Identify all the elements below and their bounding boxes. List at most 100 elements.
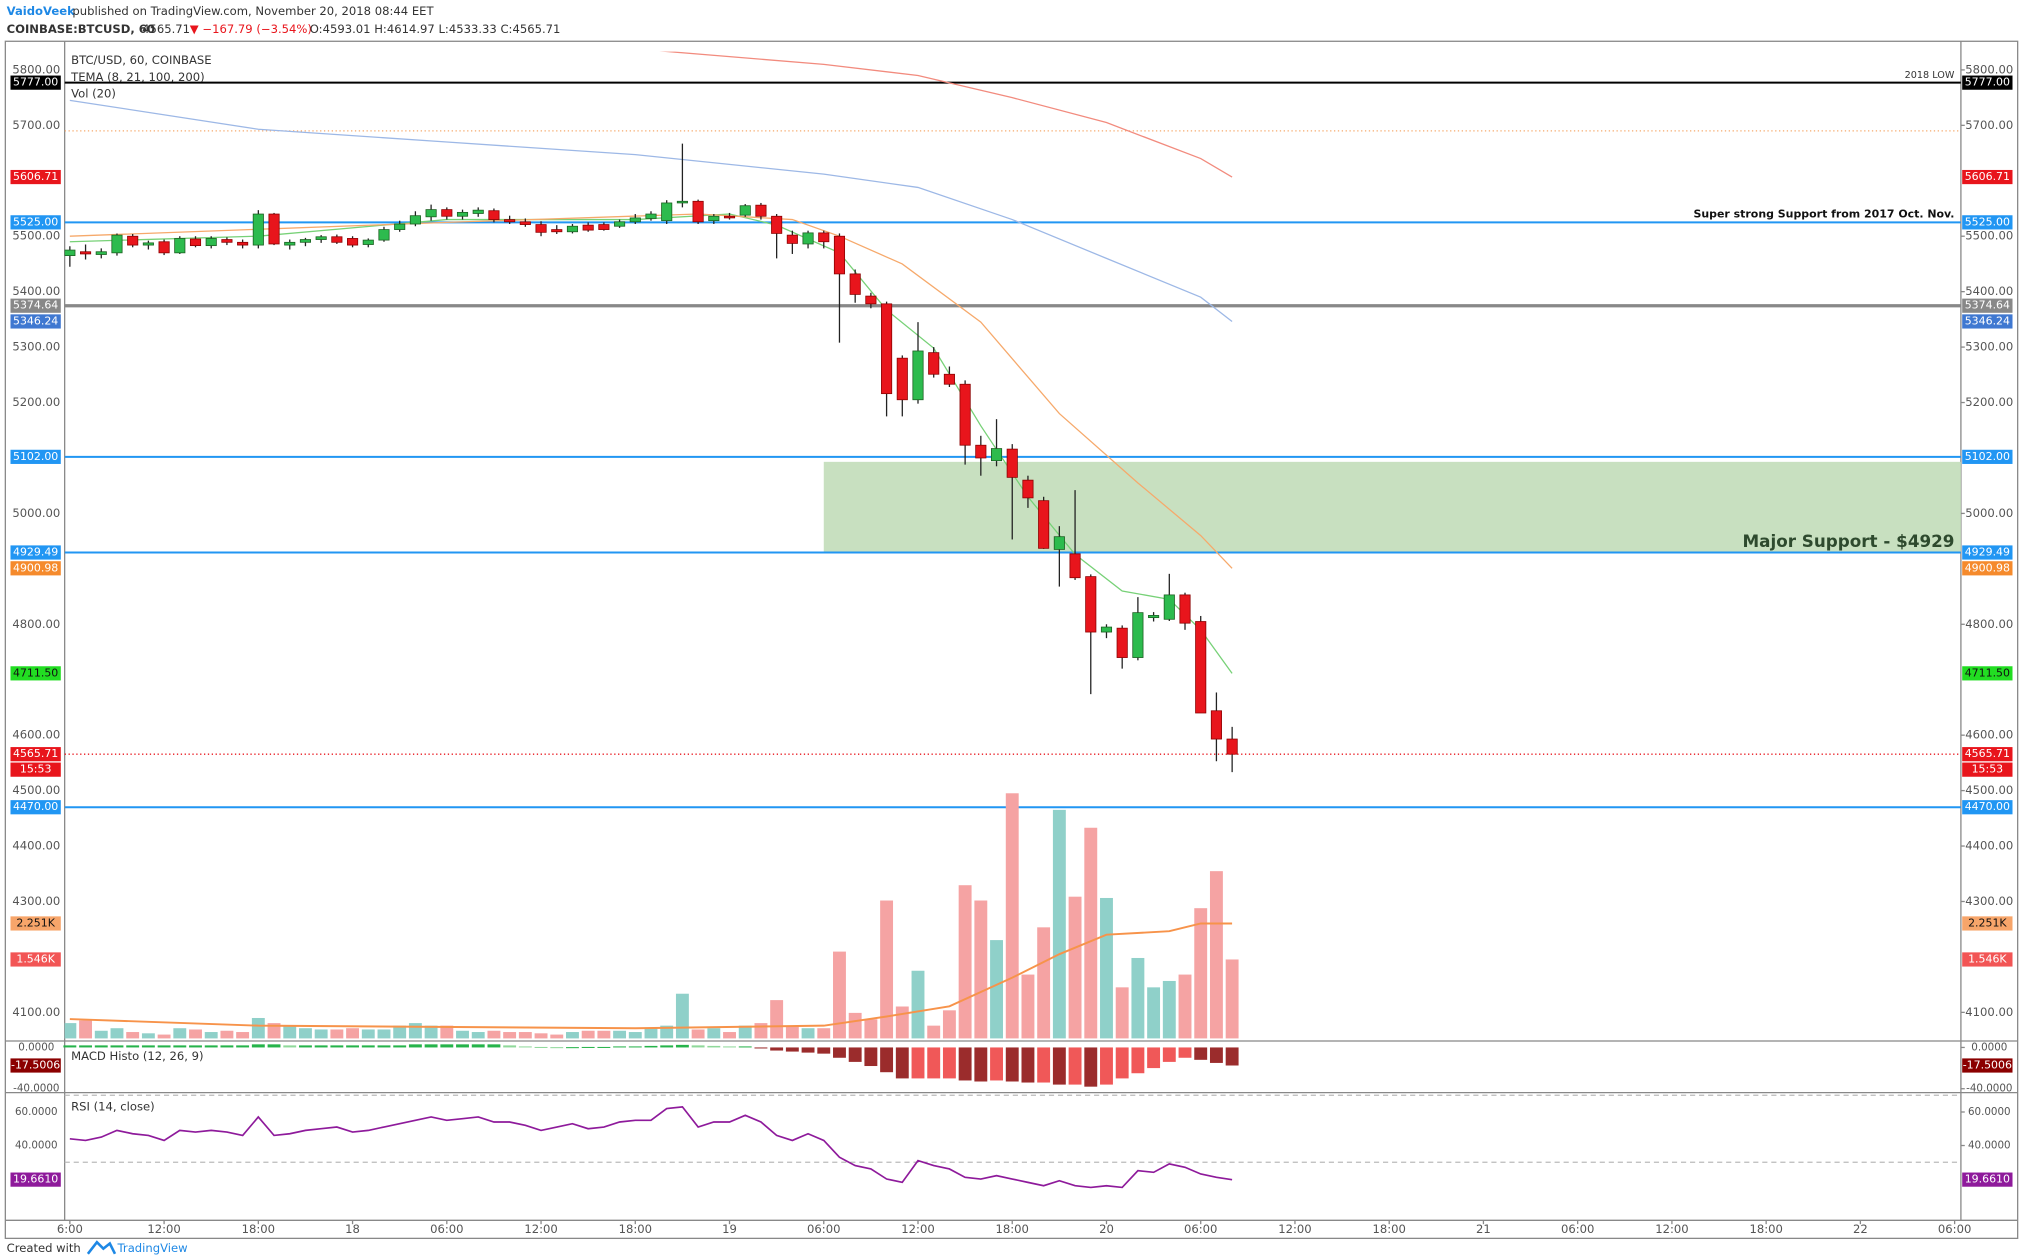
price-tag-right <box>1962 952 2013 967</box>
macd-bar <box>927 1047 941 1079</box>
y-tick-label: 5200.00 <box>1965 395 2013 409</box>
candle-body <box>111 234 123 254</box>
volume-bar <box>1194 908 1208 1039</box>
macd-bar <box>299 1045 312 1048</box>
rsi-tick-label: 60.0000 <box>15 1106 58 1118</box>
volume-bar <box>361 1029 375 1039</box>
volume-bar <box>1021 974 1035 1039</box>
macd-bar <box>566 1047 579 1049</box>
candle-body <box>504 219 516 223</box>
candle-body <box>64 249 76 257</box>
volume-bar <box>1115 987 1129 1039</box>
price-tag-left <box>10 215 61 230</box>
y-tick-label: 4600.00 <box>1965 728 2013 742</box>
price-tag-left <box>10 449 61 464</box>
macd-bar <box>503 1045 517 1048</box>
volume-bar <box>723 1032 736 1039</box>
candle-body <box>1210 710 1222 740</box>
price-tag-right <box>1962 666 2013 681</box>
price-tag-label: 5346.24 <box>1965 314 2010 327</box>
candle-body <box>896 357 908 401</box>
price-tag-label: 2.251K <box>16 916 55 929</box>
rsi-tick-label: 60.0000 <box>1968 1106 2011 1118</box>
price-tag-label: 5374.64 <box>13 299 58 312</box>
volume-bar <box>79 1020 93 1039</box>
macd-bar <box>754 1047 768 1049</box>
volume-bar <box>770 1000 784 1039</box>
candle-body <box>661 202 673 222</box>
x-tick-label: 06:00 <box>1561 1222 1594 1236</box>
candle-body <box>990 448 1003 462</box>
candle-body <box>127 235 139 246</box>
volume-bar <box>330 1029 344 1039</box>
macd-bar <box>1037 1047 1051 1083</box>
price-tag-left <box>10 666 61 681</box>
macd-bar <box>330 1045 344 1048</box>
price-tag-left <box>10 169 61 185</box>
candle-body <box>299 239 311 243</box>
y-tick-label: 4300.00 <box>1965 894 2013 908</box>
price-tag-right <box>1962 215 2013 230</box>
volume-bar <box>1178 974 1192 1039</box>
volume-bar <box>141 1033 155 1039</box>
macd-bar <box>424 1044 438 1048</box>
price-tag-left <box>10 762 61 777</box>
macd-bar <box>1131 1047 1145 1074</box>
price-tag-right <box>1962 762 2013 777</box>
volume-bar <box>236 1032 250 1039</box>
candle-body <box>943 373 955 385</box>
candle-body <box>676 200 688 204</box>
y-tick-label: 5400.00 <box>1965 284 2013 298</box>
candle-body <box>1053 536 1065 550</box>
price-tag-right <box>1962 298 2013 313</box>
volume-bar <box>346 1028 360 1039</box>
macd-bar <box>79 1045 93 1048</box>
macd-bar <box>377 1045 391 1048</box>
price-tag-label: 4900.98 <box>1965 561 2010 574</box>
macd-bar <box>1178 1047 1192 1058</box>
volume-bar <box>691 1029 705 1039</box>
price-tag-label: 15:53 <box>1972 763 2004 776</box>
footer-brand[interactable]: TradingView <box>117 1241 188 1255</box>
volume-bar <box>566 1032 579 1039</box>
volume-bar <box>1037 927 1051 1039</box>
annotation: Major Support - $4929 <box>1743 531 1955 551</box>
volume-bar <box>424 1025 438 1039</box>
macd-bar <box>613 1046 627 1048</box>
candle-body <box>1179 594 1191 624</box>
rsi-tick-label: 40.0000 <box>15 1140 58 1152</box>
price-tag-left <box>10 916 61 931</box>
volume-bar <box>942 1010 956 1039</box>
macd-bar <box>550 1047 564 1049</box>
macd-bar <box>63 1045 77 1048</box>
candle-body <box>629 217 641 223</box>
macd-bar <box>723 1046 736 1048</box>
price-tag-label: 4900.98 <box>13 561 58 574</box>
candle-body <box>409 215 421 225</box>
y-tick-label: 5500.00 <box>1965 229 2013 243</box>
candle-body <box>975 444 987 459</box>
macd-bar <box>597 1046 611 1048</box>
price-tag-left <box>10 561 61 576</box>
volume-bar <box>487 1030 501 1039</box>
volume-bar <box>1068 896 1082 1039</box>
candle-body <box>535 224 547 233</box>
volume-bar <box>1147 987 1161 1039</box>
candle-body <box>315 236 327 240</box>
price-tag-label: 4929.49 <box>1965 545 2010 558</box>
price-tag-right <box>1962 800 2013 815</box>
candle-body <box>755 204 767 217</box>
candle-body <box>1006 448 1018 478</box>
y-tick-label: 4400.00 <box>1965 839 2013 853</box>
volume-bar <box>754 1023 768 1039</box>
volume-bar <box>895 1006 909 1039</box>
macd-bar <box>267 1044 281 1048</box>
volume-bar <box>299 1028 312 1039</box>
volume-bar <box>64 1023 77 1039</box>
volume-bar <box>157 1034 171 1039</box>
author[interactable]: VaidoVeek <box>7 4 75 18</box>
volume-bar <box>817 1028 831 1039</box>
macd-tick-label: 0.0000 <box>1971 1041 2007 1053</box>
candle-body <box>881 303 893 395</box>
frame <box>4 40 2019 1240</box>
